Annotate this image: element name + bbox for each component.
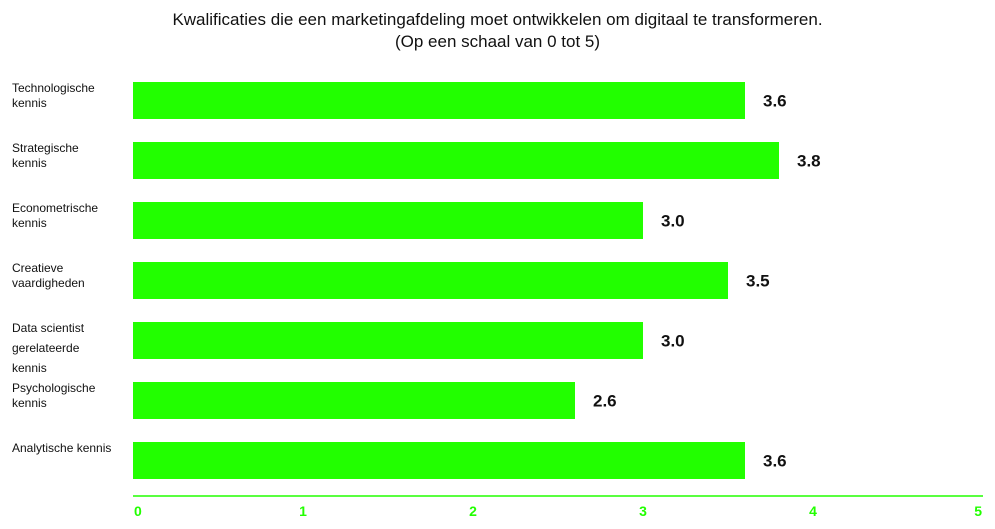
category-label: Strategische kennis bbox=[12, 141, 79, 170]
category-label: Psychologische kennis bbox=[12, 381, 96, 410]
category-label-line: Technologische bbox=[12, 81, 95, 95]
bar bbox=[133, 142, 779, 179]
category-label-line: kennis bbox=[12, 96, 47, 110]
bar bbox=[133, 382, 575, 419]
chart-title: Kwalificaties die een marketingafdeling … bbox=[172, 10, 823, 29]
x-tick-label: 2 bbox=[469, 503, 477, 519]
category-label: Technologische kennis bbox=[12, 81, 95, 110]
category-label-line: Data scientist bbox=[12, 321, 85, 335]
x-tick-label: 1 bbox=[299, 503, 307, 519]
value-label: 3.0 bbox=[661, 212, 685, 231]
category-label-line: gerelateerde bbox=[12, 341, 80, 355]
category-label: Econometrische kennis bbox=[12, 201, 98, 230]
x-tick-label: 0 bbox=[134, 503, 142, 519]
value-label: 3.5 bbox=[746, 272, 770, 291]
value-label: 3.0 bbox=[661, 332, 685, 351]
chart-subtitle: (Op een schaal van 0 tot 5) bbox=[394, 32, 601, 51]
category-label: Creatieve vaardigheden bbox=[12, 261, 85, 290]
category-label-line: Creatieve bbox=[12, 261, 64, 275]
category-label-line: Analytische kennis bbox=[12, 441, 111, 455]
bar bbox=[133, 442, 745, 479]
category-label: Analytische kennis bbox=[12, 441, 111, 455]
value-label: 2.6 bbox=[593, 392, 617, 411]
bar bbox=[133, 262, 728, 299]
x-tick-label: 5 bbox=[974, 503, 982, 519]
chart-title-block: Kwalificaties die een marketingafdeling … bbox=[0, 9, 995, 53]
value-label: 3.6 bbox=[763, 92, 787, 111]
category-label-line: kennis bbox=[12, 361, 47, 375]
category-label-line: kennis bbox=[12, 396, 47, 410]
category-label-line: kennis bbox=[12, 216, 47, 230]
bar bbox=[133, 202, 643, 239]
category-label-line: kennis bbox=[12, 156, 47, 170]
value-label: 3.6 bbox=[763, 452, 787, 471]
bar bbox=[133, 82, 745, 119]
category-label-line: Strategische bbox=[12, 141, 79, 155]
value-label: 3.8 bbox=[797, 152, 821, 171]
category-label-line: Econometrische bbox=[12, 201, 98, 215]
category-label-line: vaardigheden bbox=[12, 276, 85, 290]
x-tick-label: 3 bbox=[639, 503, 647, 519]
category-label: Data scientist gerelateerde kennis bbox=[12, 321, 85, 375]
category-label-line: Psychologische bbox=[12, 381, 96, 395]
bar bbox=[133, 322, 643, 359]
x-tick-label: 4 bbox=[809, 503, 817, 519]
